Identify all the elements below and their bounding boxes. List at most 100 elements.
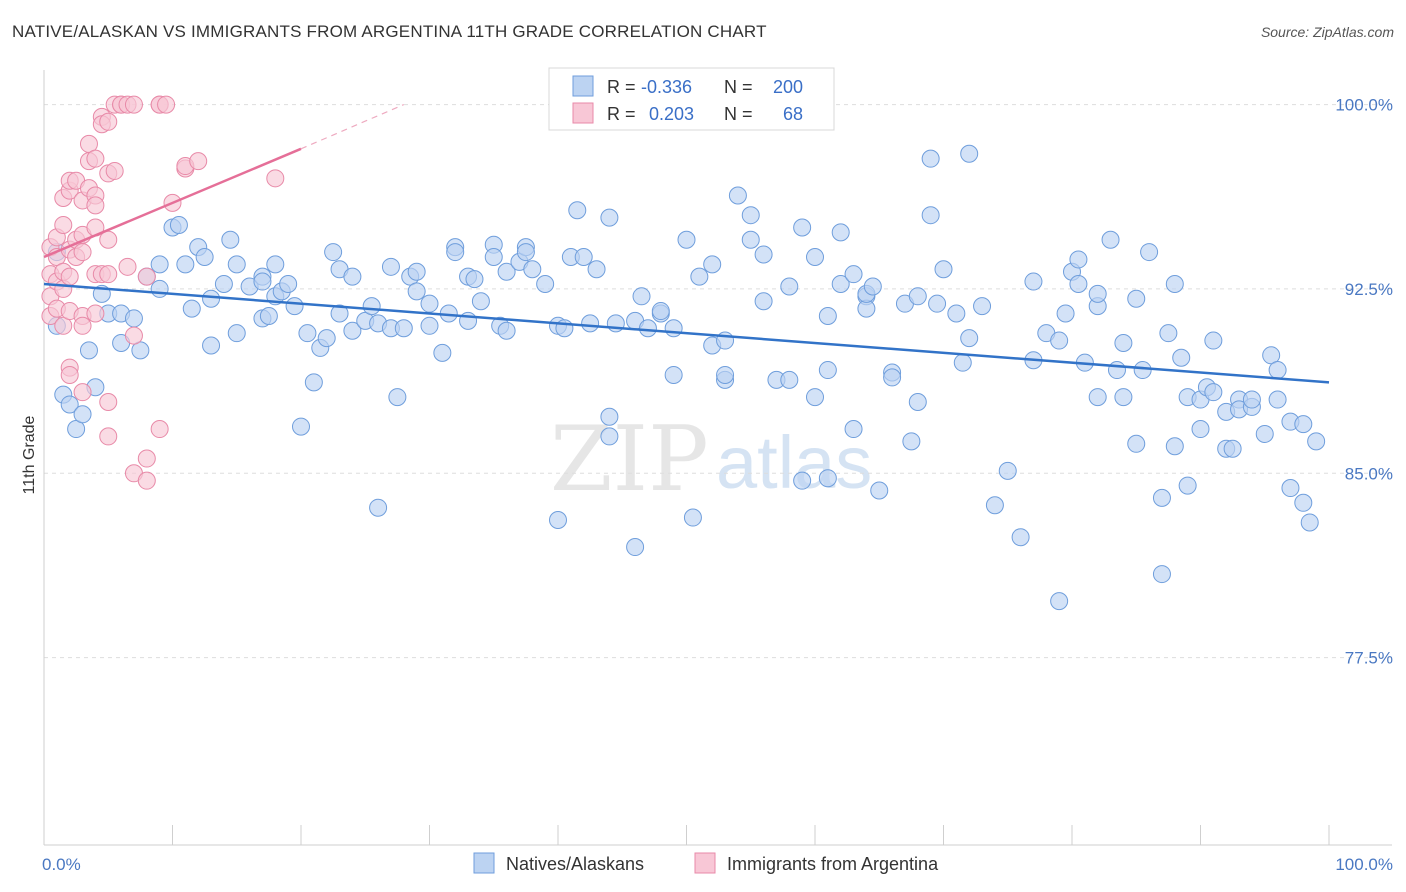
natives-point-176 bbox=[1172, 348, 1191, 367]
trendlines bbox=[43, 104, 1330, 384]
natives-point-158 bbox=[1069, 275, 1088, 294]
natives-point-19 bbox=[176, 255, 195, 274]
argentina-point-58 bbox=[137, 267, 156, 286]
argentina-point-46 bbox=[99, 427, 118, 446]
argentina-point-52 bbox=[118, 257, 137, 276]
natives-point-111 bbox=[754, 245, 773, 264]
watermark: ZIP atlas bbox=[550, 407, 872, 512]
natives-point-84 bbox=[568, 201, 587, 220]
natives-point-163 bbox=[1101, 230, 1120, 249]
natives-point-114 bbox=[780, 370, 799, 389]
natives-point-148 bbox=[998, 461, 1017, 480]
argentina-points bbox=[41, 95, 285, 490]
y-tick-label-3: 77.5% bbox=[1345, 649, 1393, 668]
natives-point-12 bbox=[124, 309, 143, 328]
natives-point-138 bbox=[921, 149, 940, 168]
natives-point-109 bbox=[741, 230, 760, 249]
natives-point-106 bbox=[716, 365, 735, 384]
natives-point-60 bbox=[420, 294, 439, 313]
natives-point-154 bbox=[1050, 331, 1069, 350]
natives-point-197 bbox=[1294, 415, 1313, 434]
natives-point-34 bbox=[266, 255, 285, 274]
series-legend: Natives/Alaskans Immigrants from Argenti… bbox=[473, 852, 939, 874]
natives-point-162 bbox=[1088, 388, 1107, 407]
natives-point-23 bbox=[202, 289, 221, 308]
natives-point-81 bbox=[549, 510, 567, 529]
argentina-point-57 bbox=[137, 471, 156, 490]
natives-point-155 bbox=[1056, 304, 1075, 323]
natives-point-139 bbox=[921, 206, 940, 225]
x-tick-label-right: 100.0% bbox=[1335, 855, 1393, 874]
natives-point-143 bbox=[953, 353, 972, 372]
natives-point-194 bbox=[1268, 390, 1287, 409]
bottom-legend-swatch-natives bbox=[473, 852, 495, 874]
natives-point-37 bbox=[279, 275, 298, 294]
argentina-trendline-extension bbox=[300, 104, 405, 150]
natives-point-124 bbox=[831, 275, 850, 294]
argentina-point-34 bbox=[86, 196, 105, 215]
natives-point-196 bbox=[1281, 479, 1300, 498]
natives-point-171 bbox=[1152, 565, 1171, 584]
natives-point-172 bbox=[1152, 488, 1171, 507]
natives-point-6 bbox=[79, 341, 98, 360]
natives-point-123 bbox=[831, 223, 850, 242]
natives-point-116 bbox=[793, 218, 812, 237]
natives-point-25 bbox=[214, 275, 233, 294]
natives-point-108 bbox=[728, 186, 747, 205]
watermark-atlas: atlas bbox=[716, 421, 872, 504]
natives-point-149 bbox=[1011, 528, 1030, 547]
natives-point-44 bbox=[324, 243, 343, 262]
natives-point-146 bbox=[973, 297, 992, 316]
natives-trendline bbox=[43, 282, 1330, 384]
natives-point-101 bbox=[683, 508, 702, 527]
natives-point-31 bbox=[253, 272, 272, 291]
natives-point-51 bbox=[369, 498, 388, 517]
legend-n-value-0: 200 bbox=[773, 77, 803, 97]
natives-point-198 bbox=[1294, 493, 1313, 512]
legend-n-label-1: N = bbox=[724, 104, 753, 124]
natives-point-169 bbox=[1133, 361, 1152, 380]
natives-point-164 bbox=[1107, 361, 1126, 380]
legend-n-label-0: N = bbox=[724, 77, 753, 97]
natives-point-78 bbox=[523, 260, 542, 279]
natives-point-140 bbox=[928, 294, 947, 313]
natives-point-165 bbox=[1114, 334, 1133, 353]
natives-point-170 bbox=[1140, 243, 1159, 262]
natives-point-41 bbox=[304, 373, 323, 392]
legend-swatch-argentina bbox=[572, 102, 594, 124]
natives-point-174 bbox=[1165, 275, 1184, 294]
natives-point-26 bbox=[221, 230, 240, 249]
legend-swatch-natives bbox=[572, 75, 594, 97]
natives-point-147 bbox=[985, 496, 1004, 515]
natives-point-183 bbox=[1204, 383, 1223, 402]
natives-point-125 bbox=[844, 420, 863, 439]
argentina-point-45 bbox=[99, 393, 118, 412]
natives-point-27 bbox=[227, 255, 246, 274]
natives-point-142 bbox=[947, 304, 966, 323]
natives-point-97 bbox=[651, 302, 670, 321]
argentina-point-41 bbox=[99, 112, 118, 131]
axes bbox=[43, 70, 1392, 846]
argentina-point-16 bbox=[60, 267, 79, 286]
natives-point-112 bbox=[754, 292, 773, 311]
natives-point-59 bbox=[407, 282, 426, 301]
natives-point-199 bbox=[1300, 513, 1319, 532]
natives-point-182 bbox=[1204, 331, 1223, 350]
y-tick-label-0: 100.0% bbox=[1335, 96, 1393, 115]
argentina-point-61 bbox=[157, 95, 176, 114]
argentina-point-43 bbox=[99, 230, 118, 249]
natives-point-119 bbox=[806, 388, 824, 407]
natives-point-40 bbox=[298, 324, 317, 343]
natives-point-120 bbox=[818, 361, 837, 380]
natives-point-145 bbox=[960, 329, 979, 348]
natives-point-74 bbox=[497, 321, 516, 340]
legend-n-value-1: 68 bbox=[783, 104, 803, 124]
natives-point-103 bbox=[703, 255, 722, 274]
argentina-point-53 bbox=[124, 95, 143, 114]
natives-point-93 bbox=[626, 538, 645, 557]
natives-point-121 bbox=[818, 469, 837, 488]
natives-point-153 bbox=[1050, 592, 1069, 611]
y-tick-labels: 100.0% 92.5% 85.0% 77.5% bbox=[1335, 96, 1393, 668]
natives-point-90 bbox=[600, 427, 619, 446]
natives-point-141 bbox=[934, 260, 953, 279]
